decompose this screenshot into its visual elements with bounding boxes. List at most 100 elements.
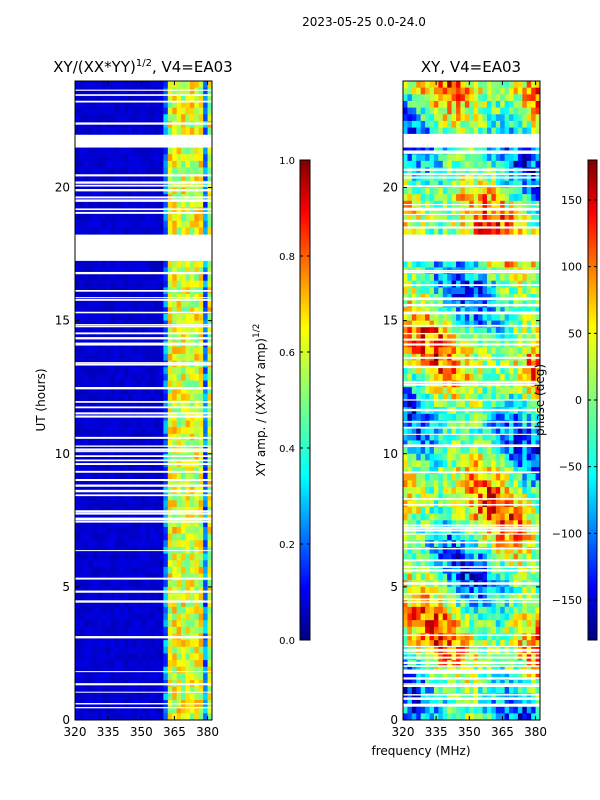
heatmap-cell bbox=[407, 167, 413, 175]
heatmap-cell bbox=[447, 507, 453, 515]
heatmap-cell bbox=[189, 706, 195, 714]
heatmap-cell bbox=[128, 114, 133, 122]
heatmap-cell bbox=[495, 180, 501, 188]
heatmap-cell bbox=[119, 713, 125, 720]
heatmap-cell bbox=[486, 167, 492, 175]
heatmap-cell bbox=[429, 546, 435, 555]
heatmap-cell bbox=[136, 526, 142, 535]
heatmap-cell bbox=[433, 487, 439, 495]
heatmap-cell bbox=[101, 467, 107, 475]
heatmap-cell bbox=[473, 553, 479, 561]
heatmap-cell bbox=[522, 373, 528, 382]
heatmap-cell bbox=[119, 533, 125, 541]
heatmap-cell bbox=[189, 440, 195, 448]
heatmap-cell bbox=[185, 313, 191, 322]
heatmap-cell bbox=[154, 260, 160, 268]
heatmap-cell bbox=[438, 87, 444, 95]
heatmap-cell bbox=[92, 280, 98, 288]
heatmap-cell bbox=[97, 580, 103, 588]
flagged-row bbox=[75, 671, 212, 673]
heatmap-cell bbox=[495, 400, 501, 408]
heatmap-cell bbox=[526, 447, 532, 455]
heatmap-cell bbox=[92, 666, 98, 674]
heatmap-cell bbox=[101, 580, 107, 588]
heatmap-cell bbox=[495, 280, 501, 288]
heatmap-cell bbox=[92, 100, 98, 109]
heatmap-cell bbox=[150, 513, 156, 521]
heatmap-cell bbox=[473, 327, 479, 335]
heatmap-cell bbox=[473, 427, 479, 435]
heatmap-cell bbox=[460, 220, 466, 228]
heatmap-cell bbox=[97, 673, 103, 681]
heatmap-cell bbox=[203, 380, 209, 388]
heatmap-cell bbox=[176, 154, 182, 162]
heatmap-cell bbox=[154, 660, 160, 668]
heatmap-cell bbox=[128, 280, 133, 288]
heatmap-cell bbox=[88, 347, 94, 355]
heatmap-cell bbox=[101, 666, 107, 674]
heatmap-cell bbox=[456, 120, 461, 129]
heatmap-cell bbox=[83, 513, 89, 521]
heatmap-cell bbox=[411, 327, 417, 335]
heatmap-cell bbox=[172, 473, 178, 481]
heatmap-cell bbox=[456, 274, 461, 282]
heatmap-cell bbox=[517, 274, 523, 282]
heatmap-cell bbox=[145, 553, 151, 561]
heatmap-cell bbox=[79, 87, 85, 95]
heatmap-cell bbox=[194, 353, 200, 362]
heatmap-cell bbox=[132, 513, 138, 521]
heatmap-cell bbox=[181, 593, 186, 601]
heatmap-cell bbox=[433, 220, 439, 228]
heatmap-cell bbox=[172, 467, 178, 475]
heatmap-cell bbox=[101, 473, 107, 481]
heatmap-cell bbox=[176, 673, 182, 681]
heatmap-cell bbox=[101, 493, 107, 501]
heatmap-cell bbox=[442, 160, 448, 169]
heatmap-cell bbox=[97, 87, 103, 95]
heatmap-cell bbox=[97, 227, 103, 235]
heatmap-cell bbox=[101, 407, 107, 415]
heatmap-cell bbox=[92, 640, 98, 648]
heatmap-cell bbox=[411, 154, 417, 162]
heatmap-cell bbox=[535, 333, 540, 342]
heatmap-cell bbox=[110, 200, 116, 208]
heatmap-cell bbox=[495, 546, 501, 555]
heatmap-cell bbox=[189, 107, 195, 115]
heatmap-cell bbox=[128, 526, 133, 535]
heatmap-cell bbox=[181, 580, 186, 588]
heatmap-cell bbox=[92, 646, 98, 654]
heatmap-cell bbox=[119, 81, 125, 89]
heatmap-cell bbox=[482, 433, 488, 441]
heatmap-cell bbox=[83, 586, 89, 595]
heatmap-cell bbox=[517, 94, 523, 102]
heatmap-cell bbox=[194, 713, 200, 720]
heatmap-cell bbox=[110, 313, 116, 322]
heatmap-cell bbox=[185, 500, 191, 508]
heatmap-cell bbox=[513, 347, 519, 355]
heatmap-cell bbox=[105, 160, 111, 169]
heatmap-cell bbox=[119, 387, 125, 395]
heatmap-cell bbox=[451, 127, 457, 135]
left-colorbar-label-exponent: 1/2 bbox=[252, 324, 262, 338]
heatmap-cell bbox=[513, 367, 519, 375]
left-plot-frame bbox=[74, 80, 213, 721]
heatmap-cell bbox=[451, 540, 457, 548]
heatmap-cell bbox=[176, 100, 182, 109]
heatmap-cell bbox=[181, 533, 186, 541]
heatmap-cell bbox=[203, 606, 209, 614]
heatmap-cell bbox=[416, 307, 422, 315]
heatmap-cell bbox=[504, 427, 510, 435]
heatmap-cell bbox=[504, 94, 510, 102]
heatmap-cell bbox=[154, 473, 160, 481]
heatmap-cell bbox=[172, 666, 178, 674]
heatmap-cell bbox=[163, 94, 169, 102]
heatmap-cell bbox=[517, 413, 523, 421]
heatmap-cell bbox=[517, 167, 523, 175]
heatmap-cell bbox=[75, 260, 80, 268]
heatmap-cell bbox=[425, 507, 431, 515]
heatmap-cell bbox=[433, 347, 439, 355]
heatmap-cell bbox=[185, 154, 191, 162]
heatmap-cell bbox=[425, 260, 431, 268]
heatmap-cell bbox=[75, 147, 80, 155]
heatmap-cell bbox=[478, 420, 484, 428]
